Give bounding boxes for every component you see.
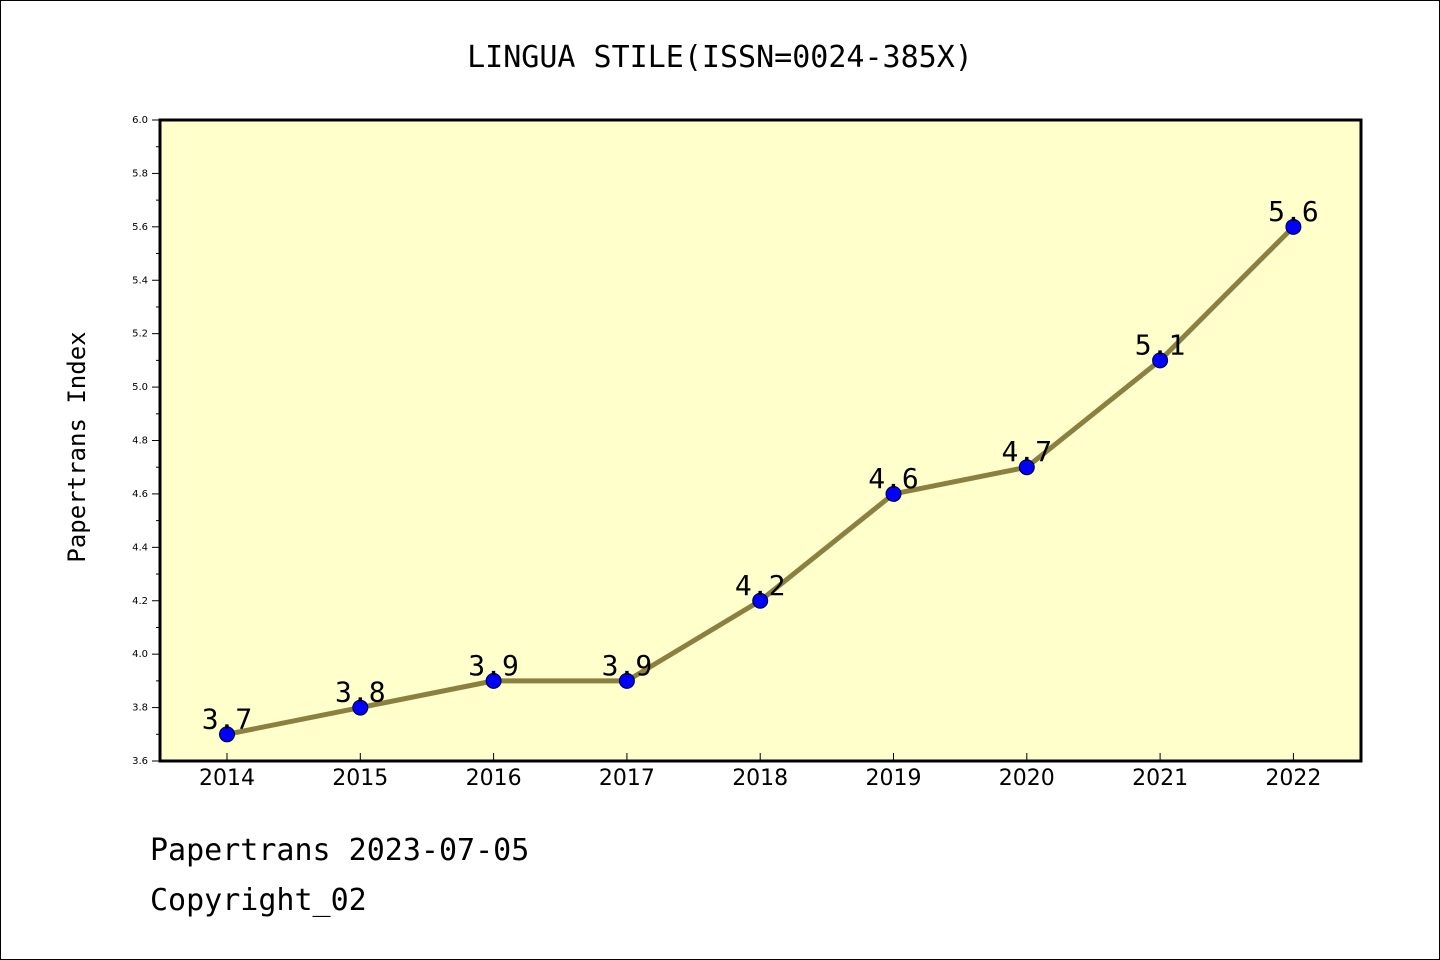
- data-label: 3.9: [468, 649, 519, 682]
- y-tick-label: 5.0: [132, 382, 148, 393]
- y-axis-ticks: 3.6 3.8 4.0 4.2 4.4 4.6 4.8 5.0 5.2 5.4 5.6 5.8 6.0: [132, 115, 160, 767]
- x-axis-ticks: 2014 2015 2016 2017 2018 2019 2020 2021 2022: [199, 753, 1321, 791]
- y-tick-label: 4.2: [132, 596, 148, 607]
- chart-title: LINGUA STILE(ISSN=0024-385X): [467, 40, 973, 75]
- y-tick-label: 6.0: [132, 115, 148, 126]
- data-point: [885, 485, 902, 502]
- y-tick-label: 5.4: [132, 275, 148, 286]
- data-point: [1152, 352, 1169, 369]
- data-label: 5.6: [1268, 195, 1319, 228]
- y-tick-label: 4.6: [132, 489, 148, 500]
- data-label: 4.2: [735, 569, 786, 602]
- series-layer: 3.7 3.8 3.9 3.9 4.2 4.6 4.7 5.1 5.6: [202, 195, 1319, 743]
- y-tick-label: 3.6: [132, 756, 148, 767]
- y-tick-label: 4.4: [132, 542, 148, 553]
- y-axis-label: Papertrans Index: [63, 331, 91, 562]
- data-label: 4.7: [1002, 435, 1053, 468]
- footer-date-line: Papertrans 2023-07-05: [150, 833, 530, 868]
- x-tick-label: 2017: [599, 766, 655, 791]
- y-tick-label: 5.6: [132, 222, 148, 233]
- x-tick-label: 2019: [866, 766, 922, 791]
- data-point: [352, 699, 369, 716]
- x-tick-label: 2020: [999, 766, 1055, 791]
- x-tick-label: 2021: [1132, 766, 1188, 791]
- data-label: 3.8: [335, 676, 386, 709]
- x-tick-label: 2022: [1265, 766, 1321, 791]
- data-label: 3.9: [602, 649, 653, 682]
- x-tick-label: 2014: [199, 766, 255, 791]
- y-tick-label: 4.0: [132, 649, 148, 660]
- data-label: 3.7: [202, 702, 253, 735]
- y-tick-label: 3.8: [132, 703, 148, 714]
- data-point: [485, 672, 502, 689]
- y-tick-label: 4.8: [132, 436, 148, 447]
- data-point: [1285, 218, 1302, 235]
- footer-copyright-line: Copyright_02: [150, 883, 367, 918]
- y-tick-label: 5.2: [132, 329, 148, 340]
- data-point: [1018, 459, 1035, 476]
- x-tick-label: 2016: [466, 766, 522, 791]
- plot-area: [158, 118, 1363, 763]
- y-tick-label: 5.8: [132, 168, 148, 179]
- x-tick-label: 2018: [732, 766, 788, 791]
- data-point: [752, 592, 769, 609]
- data-point: [618, 672, 635, 689]
- data-label: 5.1: [1135, 328, 1186, 361]
- x-tick-label: 2015: [332, 766, 388, 791]
- data-point: [219, 726, 235, 743]
- data-label: 4.6: [868, 462, 919, 495]
